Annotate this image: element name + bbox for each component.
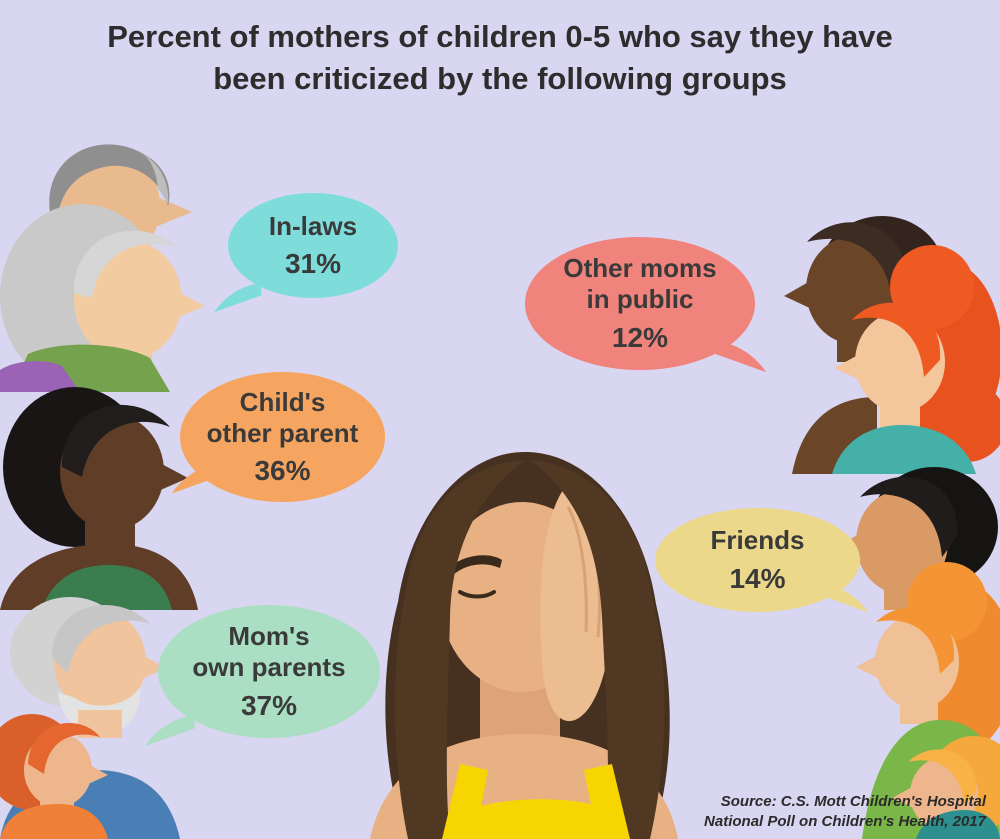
callout-other-parent-value: 36%	[254, 455, 311, 487]
callout-tail-own-parents	[144, 715, 196, 747]
other-moms-illustration	[784, 216, 1000, 474]
callout-friends-value: 14%	[729, 562, 786, 594]
callout-friends-label: Friends	[710, 525, 805, 556]
mother-illustration	[370, 452, 678, 839]
callout-other-moms-label: Other moms in public	[563, 253, 717, 314]
friend-child-illustration	[892, 736, 1000, 839]
mother-figure	[370, 452, 678, 839]
mom-redhead-illustration	[832, 245, 1000, 474]
callout-other-moms: Other moms in public 12%	[525, 237, 755, 370]
man-illustration	[0, 387, 198, 610]
page-title: Percent of mothers of children 0-5 who s…	[107, 19, 893, 96]
callout-own-parents-label: Mom's own parents	[192, 621, 346, 682]
callout-inlaws: In-laws 31%	[228, 193, 398, 298]
callout-friends: Friends 14%	[655, 508, 860, 612]
grandmother-illustration	[0, 204, 205, 392]
callout-tail-other-moms	[715, 341, 767, 373]
callout-other-parent: Child's other parent 36%	[180, 372, 385, 502]
child-illustration	[0, 714, 108, 839]
callout-other-moms-value: 12%	[611, 321, 669, 353]
callout-tail-inlaws	[214, 283, 262, 313]
moms-parents-illustration	[0, 597, 180, 839]
callout-own-parents: Mom's own parents 37%	[158, 605, 380, 738]
callout-inlaws-value: 31%	[284, 248, 342, 280]
source-attribution: Source: C.S. Mott Children's Hospital Na…	[704, 793, 986, 830]
callout-other-parent-label: Child's other parent	[206, 386, 359, 448]
callout-inlaws-label: In-laws	[268, 210, 358, 241]
callout-own-parents-value: 37%	[240, 689, 298, 721]
grandparents-illustration	[0, 144, 205, 392]
friends-illustration	[836, 467, 1000, 839]
